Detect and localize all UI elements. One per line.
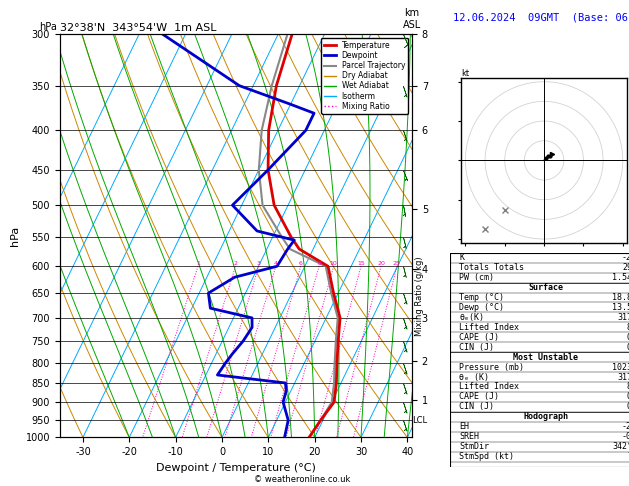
Text: 7: 7: [627, 452, 629, 461]
Text: 25: 25: [393, 261, 401, 266]
Text: SREH: SREH: [459, 432, 479, 441]
Text: Dewp (°C): Dewp (°C): [459, 303, 504, 312]
Text: 317: 317: [617, 373, 629, 382]
Text: Lifted Index: Lifted Index: [459, 323, 520, 332]
Text: 20: 20: [377, 261, 385, 266]
Text: km
ASL: km ASL: [403, 8, 421, 30]
Text: CAPE (J): CAPE (J): [459, 392, 499, 401]
Text: 8: 8: [627, 323, 629, 332]
Text: -2: -2: [622, 253, 629, 262]
Y-axis label: hPa: hPa: [10, 226, 20, 246]
Text: 18.8: 18.8: [612, 293, 629, 302]
FancyBboxPatch shape: [450, 253, 629, 467]
Text: EH: EH: [459, 422, 469, 431]
Text: 3: 3: [257, 261, 261, 266]
Text: 12.06.2024  09GMT  (Base: 06): 12.06.2024 09GMT (Base: 06): [454, 12, 629, 22]
Text: CIN (J): CIN (J): [459, 343, 494, 352]
Text: Totals Totals: Totals Totals: [459, 263, 525, 272]
Text: PW (cm): PW (cm): [459, 273, 494, 282]
Text: 0: 0: [627, 333, 629, 342]
Text: 1: 1: [196, 261, 200, 266]
Text: θₑ (K): θₑ (K): [459, 373, 489, 382]
Text: 6: 6: [299, 261, 303, 266]
Text: StmDir: StmDir: [459, 442, 489, 451]
Text: 4: 4: [274, 261, 278, 266]
X-axis label: Dewpoint / Temperature (°C): Dewpoint / Temperature (°C): [156, 463, 316, 473]
Text: 0: 0: [627, 402, 629, 411]
Text: 1.54: 1.54: [612, 273, 629, 282]
Text: 32°38'N  343°54'W  1m ASL: 32°38'N 343°54'W 1m ASL: [60, 23, 216, 33]
Text: StmSpd (kt): StmSpd (kt): [459, 452, 515, 461]
Text: K: K: [459, 253, 464, 262]
Text: 2: 2: [233, 261, 238, 266]
Text: Surface: Surface: [528, 283, 563, 292]
Text: 0: 0: [627, 343, 629, 352]
Text: 10: 10: [330, 261, 338, 266]
Text: Hodograph: Hodograph: [523, 412, 568, 421]
Text: 15: 15: [357, 261, 365, 266]
Text: 0: 0: [627, 392, 629, 401]
Text: LCL: LCL: [412, 416, 427, 425]
Text: Pressure (mb): Pressure (mb): [459, 363, 525, 372]
Text: -2: -2: [622, 422, 629, 431]
Text: 13.5: 13.5: [612, 303, 629, 312]
Text: 342°: 342°: [612, 442, 629, 451]
Legend: Temperature, Dewpoint, Parcel Trajectory, Dry Adiabat, Wet Adiabat, Isotherm, Mi: Temperature, Dewpoint, Parcel Trajectory…: [321, 38, 408, 114]
Text: 29: 29: [622, 263, 629, 272]
Text: CIN (J): CIN (J): [459, 402, 494, 411]
Text: Most Unstable: Most Unstable: [513, 353, 578, 362]
Text: 1023: 1023: [612, 363, 629, 372]
Text: 8: 8: [317, 261, 321, 266]
Text: -0: -0: [622, 432, 629, 441]
Text: 8: 8: [627, 382, 629, 392]
Text: kt: kt: [462, 69, 470, 78]
Text: θₑ(K): θₑ(K): [459, 313, 484, 322]
Text: Mixing Ratio (g/kg): Mixing Ratio (g/kg): [415, 257, 424, 336]
Text: CAPE (J): CAPE (J): [459, 333, 499, 342]
Text: 317: 317: [617, 313, 629, 322]
Text: Temp (°C): Temp (°C): [459, 293, 504, 302]
Text: © weatheronline.co.uk: © weatheronline.co.uk: [253, 474, 350, 484]
Text: hPa: hPa: [39, 21, 57, 32]
Text: Lifted Index: Lifted Index: [459, 382, 520, 392]
